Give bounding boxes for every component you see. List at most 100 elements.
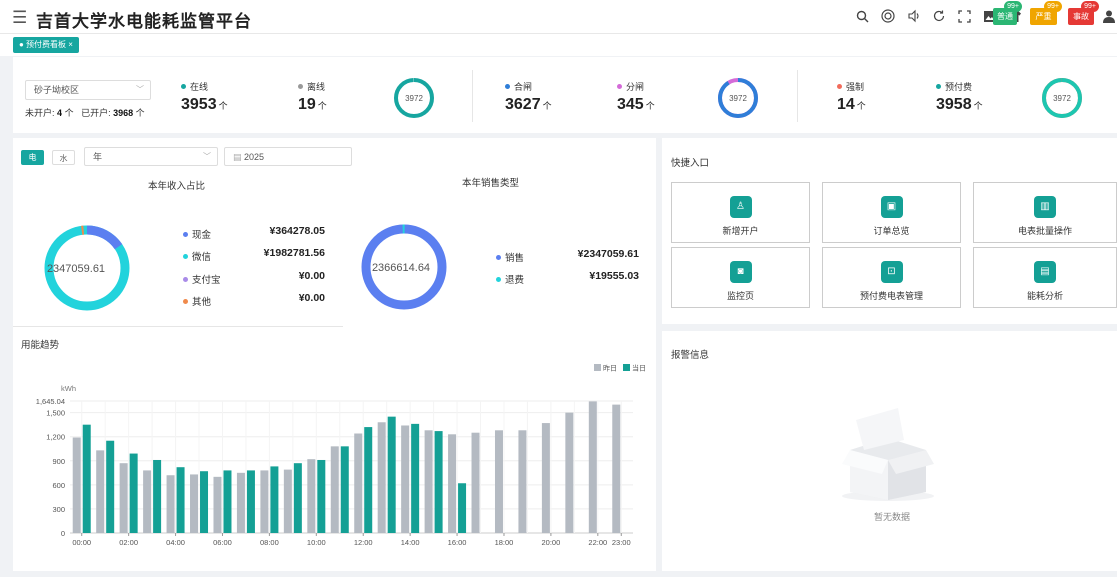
x-tick-label: 12:00 xyxy=(354,538,373,547)
quick-label: 能耗分析 xyxy=(1026,291,1063,301)
label: 微信 xyxy=(192,252,212,263)
legend-value: ¥0.00 xyxy=(298,270,325,282)
badge-count: 99+ xyxy=(1044,1,1062,12)
y-tick-label: 600 xyxy=(52,481,65,490)
bar-yesterday xyxy=(565,412,574,533)
dot-icon xyxy=(496,255,501,260)
badge-label: 严重 xyxy=(1035,12,1052,21)
bar-yesterday xyxy=(166,475,175,533)
alarm-badge-accident[interactable]: 事故 99+ xyxy=(1068,1,1099,25)
bar-today xyxy=(82,424,91,533)
sales-title: 本年销售类型 xyxy=(462,178,520,189)
y-tick-label: 1,500 xyxy=(46,409,65,418)
quick-entry-meter-batch[interactable]: ▥ 电表批量操作 xyxy=(973,182,1117,243)
dot-icon xyxy=(298,84,303,89)
quick-label: 电表批量操作 xyxy=(1017,226,1072,236)
bar-today xyxy=(176,467,185,533)
bar-yesterday xyxy=(283,469,292,533)
legend-value: ¥2347059.61 xyxy=(577,248,639,260)
bar-today xyxy=(153,459,162,533)
image-icon[interactable] xyxy=(982,10,998,26)
search-icon[interactable] xyxy=(855,10,871,26)
quick-entry-monitor[interactable]: ◙ 监控页 xyxy=(671,247,810,308)
bar-today xyxy=(458,483,467,533)
unit: 个 xyxy=(317,101,327,111)
menu-icon[interactable]: ☰ xyxy=(12,8,28,27)
period-select[interactable]: 年 ﹀ xyxy=(84,147,218,166)
label: 其他 xyxy=(192,297,212,308)
quick-entry-add-account[interactable]: ♙ 新增开户 xyxy=(671,182,810,243)
sound-icon[interactable] xyxy=(906,9,922,25)
x-tick-label: 23:00 xyxy=(612,538,631,547)
divider xyxy=(797,70,798,122)
dot-icon xyxy=(181,84,186,89)
x-tick-label: 02:00 xyxy=(119,538,138,547)
bar-today xyxy=(223,470,232,533)
label: 在线 xyxy=(190,82,209,92)
tab-electricity[interactable]: 电 xyxy=(21,150,44,165)
dot-icon xyxy=(505,84,510,89)
dot-icon xyxy=(183,254,188,259)
campus-select-value: 砂子坳校区 xyxy=(34,85,80,95)
alarm-title: 报警信息 xyxy=(671,350,710,361)
badge-count: 99+ xyxy=(1081,1,1099,12)
year-picker[interactable]: ▤ 2025 xyxy=(224,147,352,166)
tab-water[interactable]: 水 xyxy=(52,150,75,165)
empty-box-icon xyxy=(842,408,934,501)
value: 14 xyxy=(837,96,855,113)
x-tick-label: 06:00 xyxy=(213,538,232,547)
tab-prepaid-board[interactable]: ● 预付费看板 × xyxy=(13,37,79,53)
opened-value: 3968 xyxy=(113,108,134,118)
bar-yesterday xyxy=(96,450,105,533)
y-tick-label: 1,200 xyxy=(46,433,65,442)
badge-count: 99+ xyxy=(1004,1,1022,12)
x-tick-label: 14:00 xyxy=(401,538,420,547)
bar-yesterday xyxy=(424,430,433,533)
stat-online-value: 3953 个 xyxy=(181,96,228,114)
quick-entry-energy-analysis[interactable]: ▤ 能耗分析 xyxy=(973,247,1117,308)
bar-yesterday xyxy=(401,425,410,533)
legend-item: 现金 xyxy=(183,227,211,241)
value: 3958 xyxy=(936,96,972,113)
value: 19 xyxy=(298,96,316,113)
top-bar: ☰ 吉首大学水电能耗监管平台 普通 99+ 严重 99+ 事故 99 xyxy=(0,0,1117,34)
quick-entry-order-overview[interactable]: ▣ 订单总览 xyxy=(822,182,961,243)
label: 预付费 xyxy=(945,82,973,92)
tab-bar: ● 预付费看板 × xyxy=(0,34,1117,56)
bar-today xyxy=(200,471,209,533)
unit: 个 xyxy=(218,101,228,111)
fullscreen-icon[interactable] xyxy=(956,10,972,26)
bar-today xyxy=(364,427,373,533)
stat-open-label: 分闸 xyxy=(617,80,644,93)
sales-total: 2366614.64 xyxy=(372,262,430,274)
y-max-label: 1,645.04 xyxy=(36,397,65,406)
income-total: 2347059.61 xyxy=(47,263,105,275)
target-icon[interactable] xyxy=(880,9,896,25)
legend-value: ¥1982781.56 xyxy=(263,247,325,259)
bar-today xyxy=(387,416,396,533)
x-tick-label: 04:00 xyxy=(166,538,185,547)
y-tick-label: 900 xyxy=(52,457,65,466)
app-title: 吉首大学水电能耗监管平台 xyxy=(36,12,252,31)
chevron-down-icon: ﹀ xyxy=(203,152,211,161)
legend-item: 退费 xyxy=(496,272,524,286)
prepaid-ring-chart: 3972 xyxy=(1042,78,1082,118)
y-axis-unit: kWh xyxy=(61,384,76,393)
bar-yesterday xyxy=(471,432,480,533)
summary-card xyxy=(13,57,1117,133)
bar-today xyxy=(340,446,349,533)
monitor-icon: ◙ xyxy=(729,261,752,283)
user-icon[interactable] xyxy=(1103,10,1115,26)
unit: 个 xyxy=(856,101,866,111)
bar-yesterday xyxy=(541,423,550,533)
bar-today xyxy=(317,459,326,533)
refresh-icon[interactable] xyxy=(931,9,947,25)
campus-select[interactable]: 砂子坳校区 ﹀ xyxy=(25,80,151,100)
calendar-icon: ▤ xyxy=(233,152,245,162)
bar-yesterday xyxy=(588,401,597,533)
legend-item: 微信 xyxy=(183,249,211,263)
alarm-badge-serious[interactable]: 严重 99+ xyxy=(1030,1,1062,25)
alarm-badge-normal[interactable]: 普通 99+ xyxy=(993,1,1022,25)
x-tick-label: 18:00 xyxy=(495,538,514,547)
quick-entry-meter-manage[interactable]: ⊡ 预付费电表管理 xyxy=(822,247,961,308)
